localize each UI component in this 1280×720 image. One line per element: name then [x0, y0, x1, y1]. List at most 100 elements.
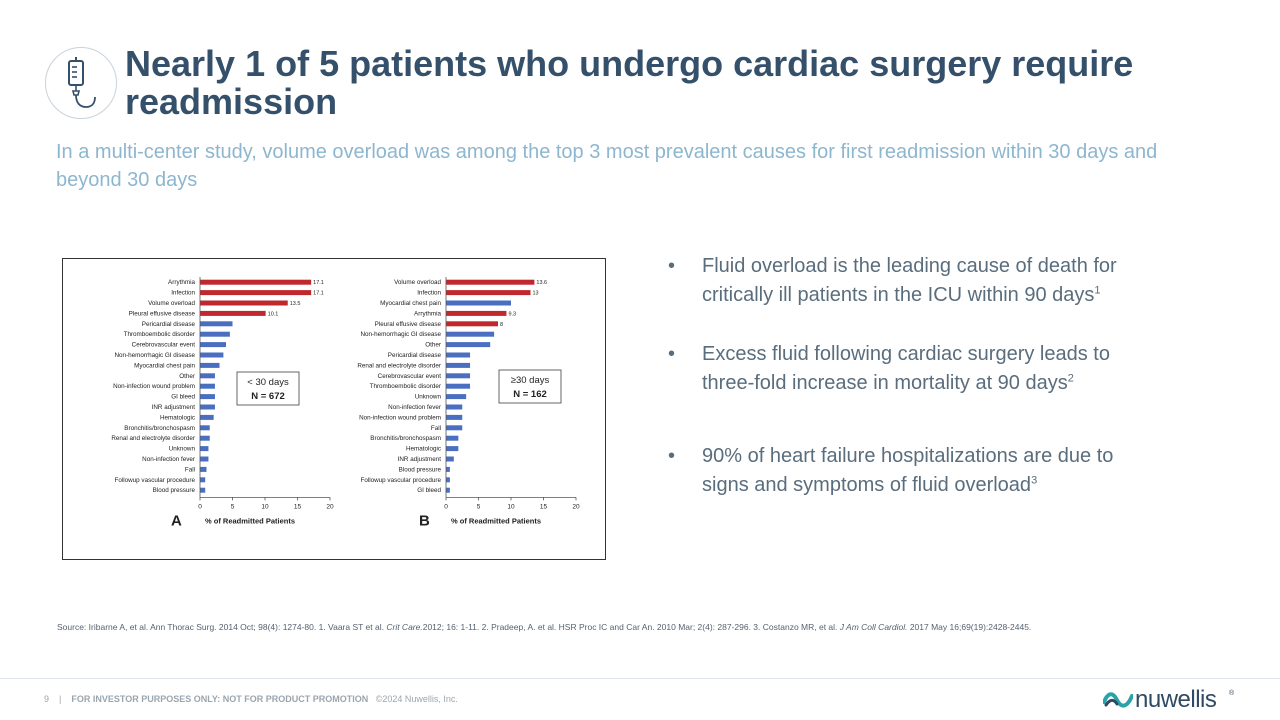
source-citation: Source: Iribarne A, et al. Ann Thorac Su…	[57, 622, 1222, 633]
bullet-item: Excess fluid following cardiac surgery l…	[668, 340, 1148, 397]
bar	[446, 362, 471, 368]
iv-bag-icon	[45, 47, 117, 119]
source-journal: Crit Care.	[386, 622, 423, 632]
page-title: Nearly 1 of 5 patients who undergo cardi…	[125, 43, 1134, 122]
logo-registered-mark: ®	[1229, 690, 1235, 697]
bar	[446, 477, 450, 483]
source-text: 2012; 16: 1-11. 2. Pradeep, A. et al. HS…	[422, 622, 840, 632]
readmission-chart: Arrythmia 17.1 Infection 17.1 Volume overloa…	[62, 258, 606, 560]
x-tick-label: 15	[540, 503, 548, 510]
footer-copyright: ©2024 Nuwellis, Inc.	[375, 694, 458, 704]
footnote-ref: 3	[1031, 473, 1038, 486]
bar	[446, 425, 463, 431]
data-label: 9.3	[508, 311, 516, 317]
logo-text: nuwellis	[1135, 686, 1217, 713]
bullet-item: 90% of heart failure hospitalizations ar…	[668, 442, 1148, 499]
x-tick-label: 15	[294, 503, 302, 510]
bar	[200, 414, 214, 420]
bullet-item: Fluid overload is the leading cause of d…	[668, 252, 1148, 309]
bar	[446, 290, 531, 296]
category-label: Thromboembolic disorder	[370, 383, 441, 390]
category-label: Renal and electrolyte disorder	[111, 435, 195, 442]
nuwellis-logo: nuwellis ®	[1103, 686, 1243, 714]
period-box	[236, 371, 300, 406]
footer-disclaimer: FOR INVESTOR PURPOSES ONLY: NOT FOR PROD…	[71, 694, 369, 704]
bar	[446, 331, 495, 337]
category-label: Cerebrovascular event	[132, 342, 196, 349]
bar	[200, 331, 230, 337]
data-label: 13.5	[290, 301, 301, 307]
category-label: Thromboembolic disorder	[124, 331, 195, 338]
bar	[200, 435, 210, 441]
bar	[200, 373, 215, 379]
wave-logo-icon	[1103, 692, 1133, 708]
bar	[200, 466, 207, 472]
bar	[446, 394, 467, 400]
category-label: Fall	[431, 425, 441, 432]
bar	[446, 456, 454, 462]
bar	[200, 456, 209, 462]
category-label: Other	[179, 373, 195, 380]
x-axis-label: % of Readmitted Patients	[205, 516, 295, 525]
data-label: 13.6	[536, 280, 547, 286]
category-label: Pericardial disease	[388, 352, 442, 359]
footnote-ref: 2	[1067, 371, 1074, 384]
category-label: Non-infection wound problem	[359, 414, 441, 421]
data-label: 17.1	[313, 291, 324, 297]
category-label: Infection	[171, 290, 195, 297]
x-tick-label: 0	[444, 503, 448, 510]
bar	[200, 342, 226, 348]
bar	[200, 446, 209, 452]
page-number: 9	[44, 694, 50, 704]
bar	[200, 362, 220, 368]
bar	[200, 321, 233, 327]
period-label: ≥30 days	[511, 375, 550, 386]
bar	[446, 487, 450, 493]
source-text: 2017 May 16;69(19):2428-2445.	[907, 622, 1032, 632]
category-label: Volume overload	[394, 279, 441, 286]
sample-size-label: N = 162	[513, 389, 547, 400]
bar	[446, 373, 471, 379]
category-label: Myocardial chest pain	[380, 300, 441, 307]
category-label: Blood pressure	[153, 487, 196, 494]
panel-letter: B	[419, 512, 430, 529]
category-label: Volume overload	[148, 300, 195, 307]
category-label: Non-infection wound problem	[113, 383, 195, 390]
bar	[200, 300, 288, 306]
x-tick-label: 5	[477, 503, 481, 510]
bar	[446, 321, 498, 327]
category-label: Hematologic	[160, 414, 195, 421]
key-points-list: Fluid overload is the leading cause of d…	[668, 252, 1148, 499]
category-label: Arrythmia	[414, 310, 441, 317]
category-label: Myocardial chest pain	[134, 362, 195, 369]
period-label: < 30 days	[247, 377, 289, 388]
category-label: Bronchitis/bronchospasm	[370, 435, 441, 442]
bar	[446, 279, 535, 285]
category-label: Pleural effusive disease	[375, 321, 442, 328]
category-label: Non-infection fever	[388, 404, 441, 411]
category-label: INR adjustment	[152, 404, 196, 411]
bar	[200, 310, 266, 316]
bar	[200, 279, 312, 285]
category-label: Unknown	[415, 394, 442, 401]
category-label: Non-hemorrhagic GI disease	[361, 331, 442, 338]
footnote-ref: 1	[1094, 283, 1101, 296]
page-subtitle: In a multi-center study, volume overload…	[56, 141, 1158, 191]
bar	[200, 352, 224, 358]
x-tick-label: 20	[572, 503, 580, 510]
x-tick-label: 5	[231, 503, 235, 510]
category-label: Non-hemorrhagic GI disease	[115, 352, 196, 359]
panel-letter: A	[171, 512, 182, 529]
category-label: Unknown	[169, 446, 196, 453]
category-label: Renal and electrolyte disorder	[357, 362, 441, 369]
readmission-chart-svg: Arrythmia 17.1 Infection 17.1 Volume overloa…	[111, 277, 580, 529]
bar	[200, 404, 215, 410]
category-label: GI bleed	[417, 487, 441, 494]
bar	[446, 352, 471, 358]
category-label: GI bleed	[171, 394, 195, 401]
bar	[446, 414, 463, 420]
category-label: Fall	[185, 466, 195, 473]
footer-divider	[0, 678, 1280, 679]
sample-size-label: N = 672	[251, 391, 285, 402]
x-tick-label: 20	[326, 503, 334, 510]
